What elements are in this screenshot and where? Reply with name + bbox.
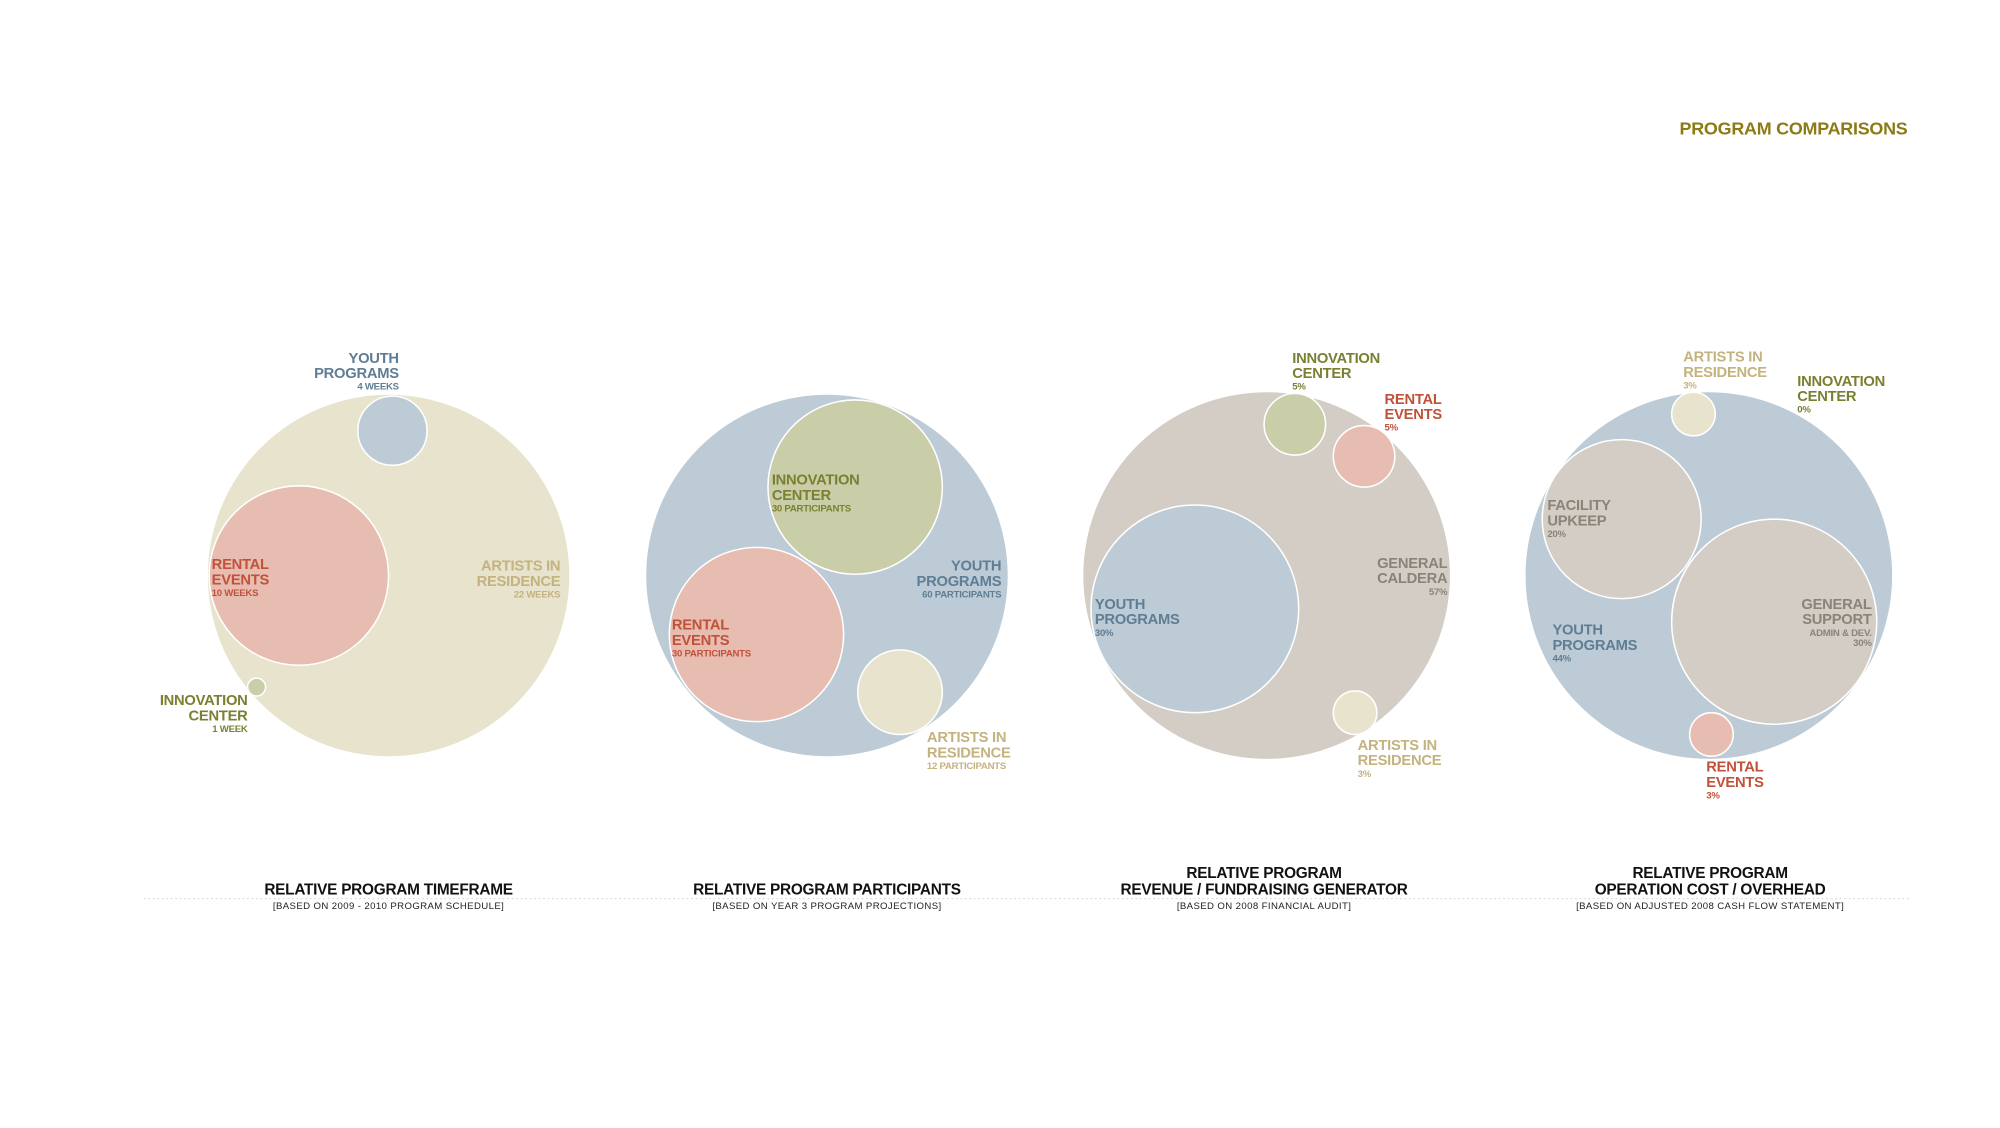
bubble-label: CENTER bbox=[1797, 389, 1857, 405]
bubble-detail: 0% bbox=[1797, 405, 1811, 416]
bubble bbox=[246, 677, 267, 697]
bubble-detail: 5% bbox=[1292, 382, 1306, 393]
bubble-label: GENERAL bbox=[1801, 597, 1872, 613]
bubble-label: GENERAL bbox=[1377, 556, 1448, 572]
panel-source: [BASED ON 2008 FINANCIAL AUDIT] bbox=[1177, 901, 1351, 912]
bubble-label: UPKEEP bbox=[1547, 514, 1606, 530]
bubble-detail: 3% bbox=[1706, 791, 1720, 802]
bubble-detail: 44% bbox=[1552, 653, 1571, 664]
bubble-label: YOUTH bbox=[951, 558, 1001, 574]
bubble bbox=[1332, 690, 1378, 736]
bubble-label: PROGRAMS bbox=[314, 366, 399, 382]
bubble-label: RENTAL bbox=[672, 617, 729, 633]
bubble-detail: ADMIN & DEV. bbox=[1809, 628, 1872, 639]
bubble bbox=[856, 649, 944, 736]
bubble-detail: 30% bbox=[1853, 638, 1872, 649]
bubble-label: YOUTH bbox=[1552, 623, 1602, 639]
bubble-label: RESIDENCE bbox=[477, 574, 561, 590]
bubble-label: CALDERA bbox=[1377, 571, 1448, 587]
bubble-detail: 20% bbox=[1547, 529, 1566, 540]
bubble-label: ARTISTS IN bbox=[1358, 738, 1437, 754]
bubble-label: INNOVATION bbox=[160, 693, 248, 709]
bubble-label: YOUTH bbox=[1095, 597, 1145, 613]
bubble-label: RENTAL bbox=[212, 557, 269, 573]
bubble-label: RESIDENCE bbox=[1683, 365, 1767, 381]
bubble-detail: 10 WEEKS bbox=[212, 588, 259, 599]
bubble-label: ARTISTS IN bbox=[927, 730, 1006, 746]
panel-caption: RELATIVE PROGRAM bbox=[1186, 865, 1341, 882]
panel-caption: RELATIVE PROGRAM TIMEFRAME bbox=[264, 882, 512, 899]
bubble-label: CENTER bbox=[1292, 366, 1352, 382]
bubble bbox=[357, 395, 428, 467]
bubble-label: RENTAL bbox=[1385, 392, 1442, 408]
bubble-label: INNOVATION bbox=[1797, 374, 1885, 390]
bubble-label: INNOVATION bbox=[772, 473, 860, 489]
bubble-label: RESIDENCE bbox=[927, 746, 1011, 762]
bubble-detail: 12 PARTICIPANTS bbox=[927, 761, 1007, 772]
bubble-detail: 30% bbox=[1095, 628, 1114, 639]
bubble-label: EVENTS bbox=[1385, 407, 1443, 423]
bubble-label: SUPPORT bbox=[1802, 612, 1872, 628]
bubble-detail: 30 PARTICIPANTS bbox=[672, 648, 752, 659]
bubble-label: EVENTS bbox=[1706, 775, 1764, 791]
panel-caption: OPERATION COST / OVERHEAD bbox=[1595, 882, 1826, 899]
bubble bbox=[1670, 518, 1878, 725]
bubble-detail: 3% bbox=[1683, 380, 1697, 391]
bubble-label: RENTAL bbox=[1706, 760, 1763, 776]
bubble-detail: 5% bbox=[1385, 423, 1399, 434]
bubble-label: PROGRAMS bbox=[917, 574, 1002, 590]
bubble-detail: 1 WEEK bbox=[212, 724, 248, 735]
panel-source: [BASED ON ADJUSTED 2008 CASH FLOW STATEM… bbox=[1576, 901, 1844, 912]
bubble-detail: 60 PARTICIPANTS bbox=[922, 589, 1002, 600]
bubble-label: PROGRAMS bbox=[1552, 638, 1637, 654]
bubble bbox=[1332, 424, 1396, 488]
bubble-detail: 4 WEEKS bbox=[357, 382, 399, 393]
bubble bbox=[1688, 711, 1734, 758]
panel-caption: RELATIVE PROGRAM bbox=[1632, 865, 1787, 882]
panel-source: [BASED ON YEAR 3 PROGRAM PROJECTIONS] bbox=[712, 901, 941, 912]
bubble-detail: 57% bbox=[1429, 587, 1448, 598]
bubble-label: ARTISTS IN bbox=[1683, 349, 1762, 365]
panel-caption: REVENUE / FUNDRAISING GENERATOR bbox=[1121, 882, 1408, 899]
bubble-label: INNOVATION bbox=[1292, 351, 1380, 367]
bubble-detail: 30 PARTICIPANTS bbox=[772, 503, 852, 514]
bubble-label: YOUTH bbox=[349, 351, 399, 367]
bubble bbox=[1541, 438, 1702, 600]
bubble-label: EVENTS bbox=[672, 633, 730, 649]
bubble-label: EVENTS bbox=[212, 573, 270, 589]
panel-source: [BASED ON 2009 - 2010 PROGRAM SCHEDULE] bbox=[273, 901, 504, 912]
bubble-label: CENTER bbox=[772, 488, 832, 504]
bubble-label: ARTISTS IN bbox=[481, 558, 560, 574]
panel-caption: RELATIVE PROGRAM PARTICIPANTS bbox=[693, 882, 961, 899]
bubble bbox=[208, 485, 390, 667]
bubble bbox=[767, 399, 944, 576]
page-title: PROGRAM COMPARISONS bbox=[1680, 119, 1908, 139]
bubble-label: RESIDENCE bbox=[1358, 753, 1442, 769]
bubble bbox=[668, 546, 845, 723]
bubble bbox=[1090, 504, 1300, 714]
bubble bbox=[1263, 392, 1327, 456]
bubble-label: PROGRAMS bbox=[1095, 612, 1180, 628]
bubble-label: CENTER bbox=[189, 708, 249, 724]
bubble bbox=[1670, 391, 1717, 437]
bubble-detail: 3% bbox=[1358, 769, 1372, 780]
bubble-detail: 22 WEEKS bbox=[514, 589, 561, 600]
bubble-label: FACILITY bbox=[1547, 498, 1611, 514]
